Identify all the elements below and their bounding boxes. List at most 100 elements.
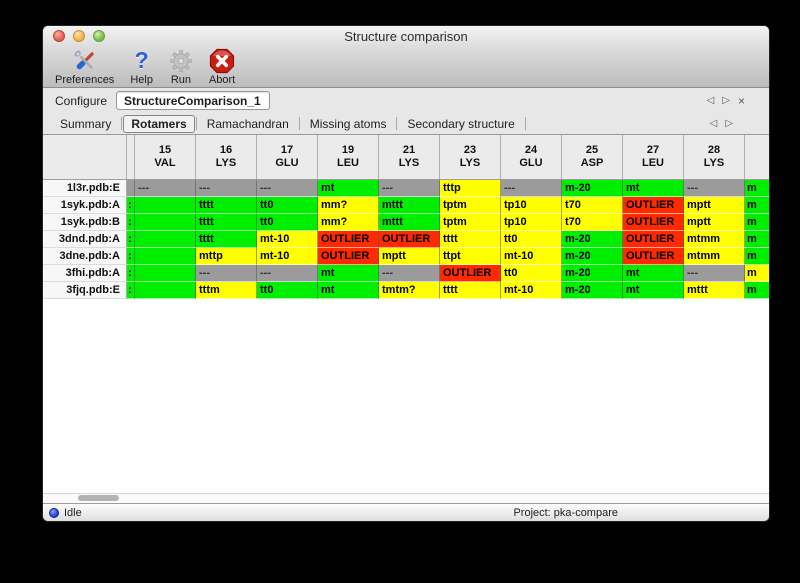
- prev-page-icon[interactable]: ◁: [706, 94, 715, 106]
- tab-rotamers[interactable]: Rotamers: [123, 114, 195, 133]
- table-cell[interactable]: OUTLIER: [318, 248, 379, 265]
- table-cell[interactable]: tt0: [501, 231, 562, 248]
- table-cell[interactable]: OUTLIER: [379, 231, 440, 248]
- table-cell[interactable]: mt-10: [501, 282, 562, 299]
- table-cell[interactable]: tttp: [440, 180, 501, 197]
- scrollbar-thumb[interactable]: [78, 495, 119, 501]
- table-cell-partial[interactable]: m: [745, 248, 769, 265]
- table-cell[interactable]: mptt: [684, 197, 745, 214]
- tab-summary[interactable]: Summary: [60, 116, 112, 131]
- table-cell[interactable]: mt: [623, 180, 684, 197]
- configure-input[interactable]: StructureComparison_1: [116, 91, 271, 110]
- titlebar[interactable]: Structure comparison: [43, 26, 769, 46]
- table-cell[interactable]: mm?: [318, 197, 379, 214]
- close-icon[interactable]: ×: [737, 93, 745, 108]
- table-cell[interactable]: [135, 197, 196, 214]
- table-cell[interactable]: tttt: [196, 214, 257, 231]
- table-cell[interactable]: mtmm: [684, 248, 745, 265]
- table-cell[interactable]: ---: [684, 265, 745, 282]
- minimize-window-button[interactable]: [73, 30, 85, 42]
- table-cell[interactable]: [135, 231, 196, 248]
- table-cell-partial[interactable]: [127, 180, 135, 197]
- table-cell[interactable]: m-20: [562, 248, 623, 265]
- table-cell[interactable]: OUTLIER: [440, 265, 501, 282]
- table-cell[interactable]: tttt: [440, 231, 501, 248]
- preferences-button[interactable]: Preferences: [55, 47, 114, 86]
- table-cell[interactable]: mt: [623, 265, 684, 282]
- table-cell[interactable]: mttt: [379, 197, 440, 214]
- table-cell[interactable]: tt0: [501, 265, 562, 282]
- next-tab-icon[interactable]: ▷: [725, 117, 733, 129]
- zoom-window-button[interactable]: [93, 30, 105, 42]
- table-cell[interactable]: ---: [501, 180, 562, 197]
- table-cell[interactable]: [135, 248, 196, 265]
- table-cell[interactable]: ---: [135, 180, 196, 197]
- run-button[interactable]: Run: [169, 47, 193, 86]
- table-cell-partial[interactable]: :: [127, 231, 135, 248]
- close-window-button[interactable]: [53, 30, 65, 42]
- table-cell[interactable]: tt0: [257, 197, 318, 214]
- table-cell-partial[interactable]: :: [127, 248, 135, 265]
- table-cell[interactable]: m-20: [562, 265, 623, 282]
- table-cell[interactable]: [135, 265, 196, 282]
- table-cell[interactable]: t70: [562, 197, 623, 214]
- table-cell[interactable]: mt-10: [501, 248, 562, 265]
- table-cell-partial[interactable]: m: [745, 197, 769, 214]
- table-cell[interactable]: tptm: [440, 197, 501, 214]
- table-cell[interactable]: m-20: [562, 180, 623, 197]
- table-cell[interactable]: m-20: [562, 231, 623, 248]
- table-cell[interactable]: OUTLIER: [623, 197, 684, 214]
- table-cell[interactable]: OUTLIER: [623, 231, 684, 248]
- table-cell[interactable]: OUTLIER: [623, 248, 684, 265]
- table-cell[interactable]: tptm: [440, 214, 501, 231]
- help-button[interactable]: ? Help: [130, 47, 153, 87]
- table-cell[interactable]: OUTLIER: [623, 214, 684, 231]
- table-cell[interactable]: mttt: [379, 214, 440, 231]
- table-cell[interactable]: ---: [379, 180, 440, 197]
- table-cell[interactable]: mt: [318, 282, 379, 299]
- tab-secondary-structure[interactable]: Secondary structure: [407, 116, 515, 131]
- table-cell[interactable]: mt-10: [257, 231, 318, 248]
- table-cell[interactable]: tttt: [440, 282, 501, 299]
- tab-ramachandran[interactable]: Ramachandran: [206, 116, 289, 131]
- table-cell[interactable]: [135, 214, 196, 231]
- table-cell[interactable]: t70: [562, 214, 623, 231]
- table-cell[interactable]: mt: [318, 265, 379, 282]
- table-cell[interactable]: tt0: [257, 214, 318, 231]
- table-cell[interactable]: mm?: [318, 214, 379, 231]
- table-cell[interactable]: m-20: [562, 282, 623, 299]
- table-cell[interactable]: mptt: [379, 248, 440, 265]
- next-page-icon[interactable]: ▷: [722, 94, 730, 106]
- table-cell-partial[interactable]: :: [127, 265, 135, 282]
- table-cell[interactable]: tp10: [501, 214, 562, 231]
- prev-tab-icon[interactable]: ◁: [709, 117, 718, 129]
- table-cell[interactable]: tmtm?: [379, 282, 440, 299]
- horizontal-scrollbar[interactable]: [43, 493, 769, 503]
- table-cell[interactable]: [135, 282, 196, 299]
- tab-missing-atoms[interactable]: Missing atoms: [309, 116, 387, 131]
- table-cell[interactable]: ttpt: [440, 248, 501, 265]
- table-cell[interactable]: mptt: [684, 214, 745, 231]
- table-cell[interactable]: mttp: [196, 248, 257, 265]
- table-cell[interactable]: mt-10: [257, 248, 318, 265]
- table-cell-partial[interactable]: m: [745, 282, 769, 299]
- table-cell[interactable]: ---: [257, 180, 318, 197]
- abort-button[interactable]: Abort: [209, 47, 235, 86]
- table-cell[interactable]: mttt: [684, 282, 745, 299]
- table-cell[interactable]: mtmm: [684, 231, 745, 248]
- table-cell[interactable]: mt: [623, 282, 684, 299]
- table-cell[interactable]: ---: [196, 265, 257, 282]
- table-cell[interactable]: tttm: [196, 282, 257, 299]
- table-cell[interactable]: ---: [257, 265, 318, 282]
- table-cell-partial[interactable]: :: [127, 282, 135, 299]
- table-cell-partial[interactable]: m: [745, 180, 769, 197]
- table-cell[interactable]: OUTLIER: [318, 231, 379, 248]
- table-cell[interactable]: mt: [318, 180, 379, 197]
- table-cell[interactable]: tp10: [501, 197, 562, 214]
- table-cell-partial[interactable]: m: [745, 231, 769, 248]
- table-cell-partial[interactable]: :: [127, 214, 135, 231]
- table-cell[interactable]: ---: [684, 180, 745, 197]
- table-cell-partial[interactable]: m: [745, 265, 769, 282]
- table-cell[interactable]: ---: [196, 180, 257, 197]
- table-cell[interactable]: tttt: [196, 197, 257, 214]
